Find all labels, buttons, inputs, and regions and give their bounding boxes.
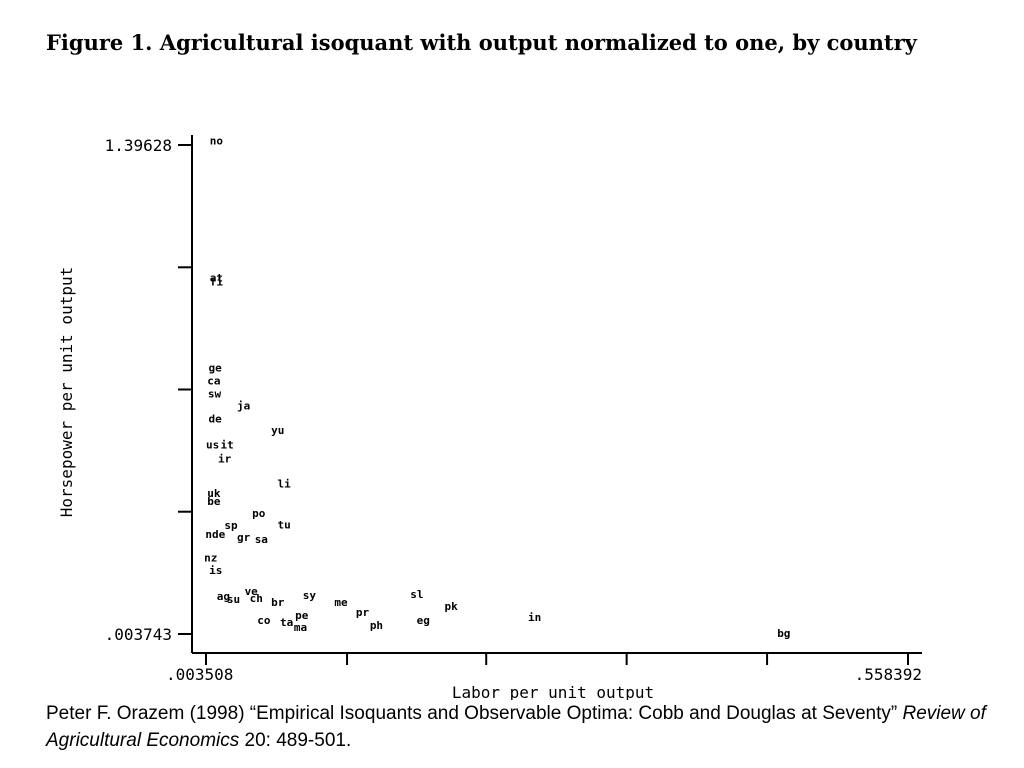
y-axis-label: Horsepower per unit output (57, 267, 76, 517)
data-point-gr: gr (237, 531, 251, 544)
data-point-me: me (334, 596, 348, 609)
y-tick-label-min: .003743 (105, 625, 172, 644)
citation: Peter F. Orazem (1998) “Empirical Isoqua… (46, 700, 1006, 754)
citation-volume-pages: 20: 489-501. (239, 730, 352, 751)
data-point-uk: uk (207, 487, 221, 500)
y-tick-label-max: 1.39628 (105, 136, 172, 155)
data-point-yu: yu (271, 424, 284, 437)
data-point-po: po (252, 507, 266, 520)
data-point-pk: pk (444, 600, 458, 613)
citation-authors-title: Peter F. Orazem (1998) “Empirical Isoqua… (46, 703, 898, 724)
citation-journal: Review of Agricultural Economics (46, 703, 986, 751)
data-point-ch: ch (250, 592, 263, 605)
data-point-pr: pr (356, 606, 370, 619)
data-point-su: su (227, 593, 240, 606)
data-point-ta: ta (280, 616, 293, 629)
data-point-de: de (209, 412, 223, 425)
data-point-tu: tu (277, 518, 290, 531)
data-point-in: in (528, 611, 541, 624)
data-point-ma: ma (294, 621, 307, 634)
data-point-it: it (221, 438, 234, 451)
figure-title: Figure 1. Agricultural isoquant with out… (46, 30, 917, 55)
data-point-eg: eg (417, 614, 430, 627)
data-point-li: li (277, 477, 291, 490)
data-point-ja: ja (237, 399, 250, 412)
data-point-us: us (206, 438, 219, 451)
data-point-sw: sw (208, 387, 222, 400)
x-tick-label-min: .003508 (166, 665, 233, 684)
data-point-bg: bg (777, 627, 790, 640)
data-point-br: br (271, 596, 285, 609)
chart-axes: .003743 1.39628 .003508 .558392 Labor per un… (57, 135, 922, 700)
x-axis-label: Labor per unit output (452, 683, 654, 700)
data-point-fi: fi (210, 276, 224, 289)
data-point-ge: ge (209, 361, 223, 374)
data-point-ph: ph (370, 619, 383, 632)
data-point-ca: ca (207, 374, 220, 387)
scatter-chart: .003743 1.39628 .003508 .558392 Labor per un… (57, 135, 922, 700)
data-point-sa: sa (255, 533, 268, 546)
data-point-at: at (210, 271, 223, 284)
data-point-is: is (209, 564, 222, 577)
data-point-be: be (207, 495, 221, 508)
data-point-nz: nz (204, 551, 217, 564)
data-point-nde: nde (205, 528, 225, 541)
data-point-sl: sl (410, 588, 423, 601)
data-point-no: no (210, 135, 224, 148)
data-point-ve: ve (245, 585, 259, 598)
data-point-ir: ir (218, 452, 232, 465)
data-point-ag: ag (217, 590, 230, 603)
data-point-sy: sy (303, 589, 317, 602)
data-point-pe: pe (295, 609, 309, 622)
data-point-sp: sp (224, 519, 238, 532)
data-point-co: co (257, 614, 271, 627)
x-tick-label-max: .558392 (855, 665, 922, 684)
